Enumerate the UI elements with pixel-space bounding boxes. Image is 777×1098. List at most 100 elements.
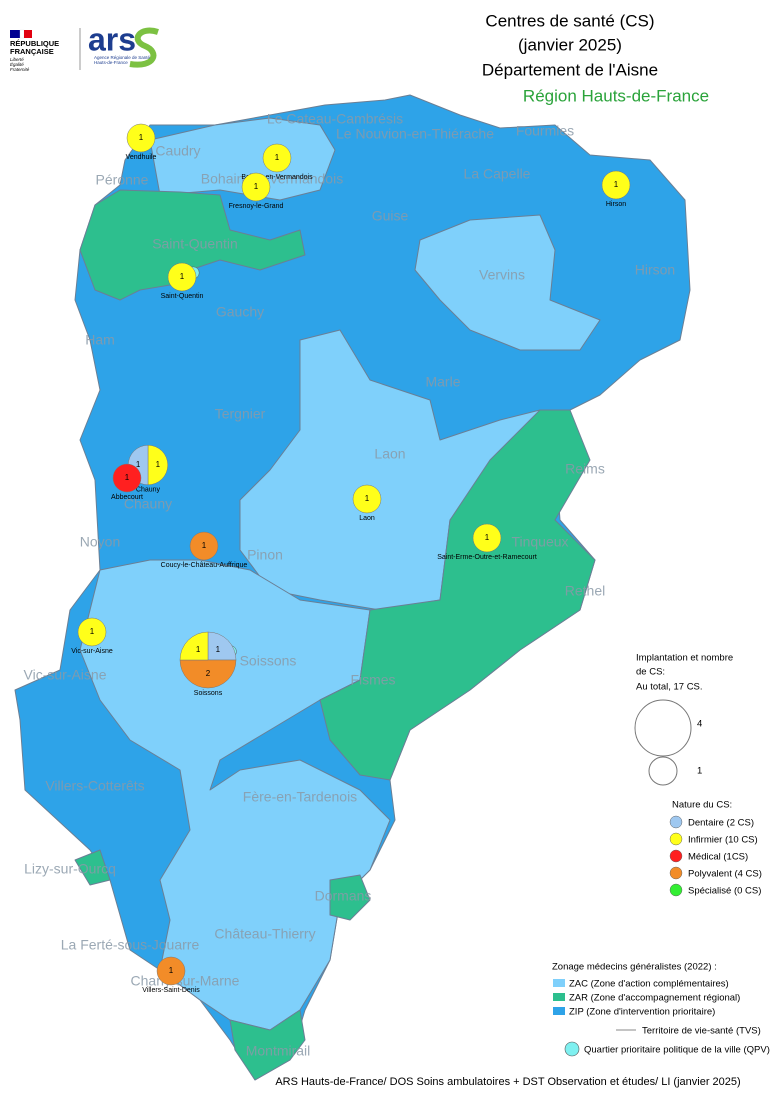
- legend-swatch: [553, 1007, 565, 1015]
- legend-label: Infirmier (10 CS): [688, 835, 758, 846]
- marker-value: 1: [169, 966, 174, 975]
- marker-value: 1: [485, 533, 490, 542]
- legend-swatch: [669, 815, 683, 829]
- marker-slice: [179, 659, 237, 689]
- legend-title: Au total, 17 CS.: [636, 682, 703, 693]
- logo-text: Hauts-de-France: [94, 60, 128, 65]
- marker-slice: [147, 444, 168, 486]
- marker-value: 1: [125, 473, 130, 482]
- marker-slice: [167, 262, 197, 292]
- place-label: La Ferté-sous-Jouarre: [61, 937, 200, 953]
- logo-republique: RÉPUBLIQUE FRANÇAISE Liberté Égalité Fra…: [10, 28, 81, 72]
- marker-value: 1: [136, 460, 141, 469]
- marker-slice: [241, 172, 271, 202]
- marker-value: 1: [614, 180, 619, 189]
- place-label: Château-Thierry: [214, 926, 315, 942]
- logo-motto: Fraternité: [10, 67, 30, 72]
- zones: [14, 94, 691, 1081]
- place-label: Villers-Cotterêts: [45, 778, 144, 794]
- title-line: Centres de santé (CS): [485, 11, 654, 30]
- marker-name: Chauny: [136, 487, 161, 494]
- place-label: Pinon: [247, 547, 283, 563]
- place-label: Bohain-en-Vermandois: [201, 171, 343, 187]
- title: Centres de santé (CS) (janvier 2025) Dép…: [482, 11, 709, 105]
- size-symbol: [634, 699, 692, 757]
- legend-label: ZIP (Zone d'intervention prioritaire): [569, 1007, 715, 1018]
- marker-slice: [179, 631, 209, 661]
- place-label: Fère-en-Tardenois: [243, 789, 357, 805]
- place-label: Guise: [372, 208, 409, 224]
- legend-title: Implantation et nombre: [636, 653, 733, 664]
- flag-white: [19, 29, 25, 39]
- legend-title: Nature du CS:: [672, 800, 732, 811]
- marker-value: 1: [196, 645, 201, 654]
- marker-slice: [156, 956, 186, 986]
- place-label: Gauchy: [216, 304, 264, 320]
- place-label: Le Cateau-Cambrésis: [267, 111, 403, 127]
- legend-label: Polyvalent (4 CS): [688, 869, 762, 880]
- zar-area: [74, 849, 111, 886]
- place-label: Le Nouvion-en-Thiérache: [336, 126, 494, 142]
- legend-title: de CS:: [636, 667, 665, 678]
- logo-text: Agence Régionale de Santé: [94, 55, 151, 60]
- size-symbol: [648, 756, 678, 786]
- zar-area: [329, 874, 371, 921]
- place-label: Caudry: [155, 143, 200, 159]
- place-label: Chauny: [124, 496, 172, 512]
- logo-text: FRANÇAISE: [10, 47, 54, 56]
- place-label: Fourmies: [516, 123, 574, 139]
- legend-label: ZAR (Zone d'accompagnement régional): [569, 993, 740, 1004]
- logo-swoosh: [129, 27, 159, 68]
- place-label: Tergnier: [215, 406, 266, 422]
- marker-slice: [472, 523, 502, 553]
- logo-motto: Égalité: [10, 61, 24, 67]
- legend-swatch: [669, 832, 683, 846]
- legend-label: ZAC (Zone d'action complémentaires): [569, 979, 729, 990]
- place-label: Lizy-sur-Ourcq: [24, 861, 116, 877]
- legend-label: Médical (1CS): [688, 852, 748, 863]
- marker-name: Bohain-en-Vermandois: [241, 174, 313, 181]
- marker-name: Saint-Quentin: [161, 293, 204, 300]
- place-label: Montmirail: [246, 1043, 311, 1059]
- qpv-symbol: [564, 1041, 580, 1057]
- place-label: Reims: [565, 461, 605, 477]
- legend: Implantation et nombre de CS: Au total, …: [552, 653, 770, 1057]
- marker-slice: [112, 463, 142, 493]
- marker-slice: [601, 170, 631, 200]
- logo-ars: ars: [88, 21, 136, 57]
- marker-name: Fresnoy-le-Grand: [229, 203, 284, 210]
- place-label: Ham: [85, 332, 115, 348]
- marker-slice: [352, 484, 382, 514]
- marker-value: 1: [90, 627, 95, 636]
- marker-value: 1: [202, 541, 207, 550]
- zar-area: [229, 1009, 306, 1081]
- marker-name: Coucy-le-Château-Auffrique: [161, 562, 248, 569]
- region-title: Région Hauts-de-France: [523, 86, 709, 105]
- marker-slice: [77, 617, 107, 647]
- place-label: Fismes: [350, 672, 395, 688]
- place-label: Vic-sur-Aisne: [24, 667, 107, 683]
- place-label: Laon: [374, 446, 405, 462]
- flag-red: [24, 30, 32, 38]
- legend-label: Quartier prioritaire politique de la vil…: [584, 1045, 770, 1056]
- marker-name: Laon: [359, 515, 375, 522]
- marker-name: Hirson: [606, 201, 626, 208]
- zar-area: [319, 409, 596, 781]
- place-label: Soissons: [240, 653, 297, 669]
- marker-slice: [207, 631, 237, 661]
- place-label: Marle: [425, 374, 460, 390]
- title-line: (janvier 2025): [518, 35, 622, 54]
- place-label: Rethel: [565, 583, 605, 599]
- marker-value: 1: [139, 133, 144, 142]
- legend-swatch: [553, 993, 565, 1001]
- marker-slice: [262, 143, 292, 173]
- marker-name: Abbecourt: [111, 494, 143, 501]
- marker-value: 1: [216, 645, 221, 654]
- marker-slice: [126, 123, 156, 153]
- marker-slice: [189, 531, 219, 561]
- marker-value: 1: [156, 460, 161, 469]
- place-label: Dormans: [315, 888, 372, 904]
